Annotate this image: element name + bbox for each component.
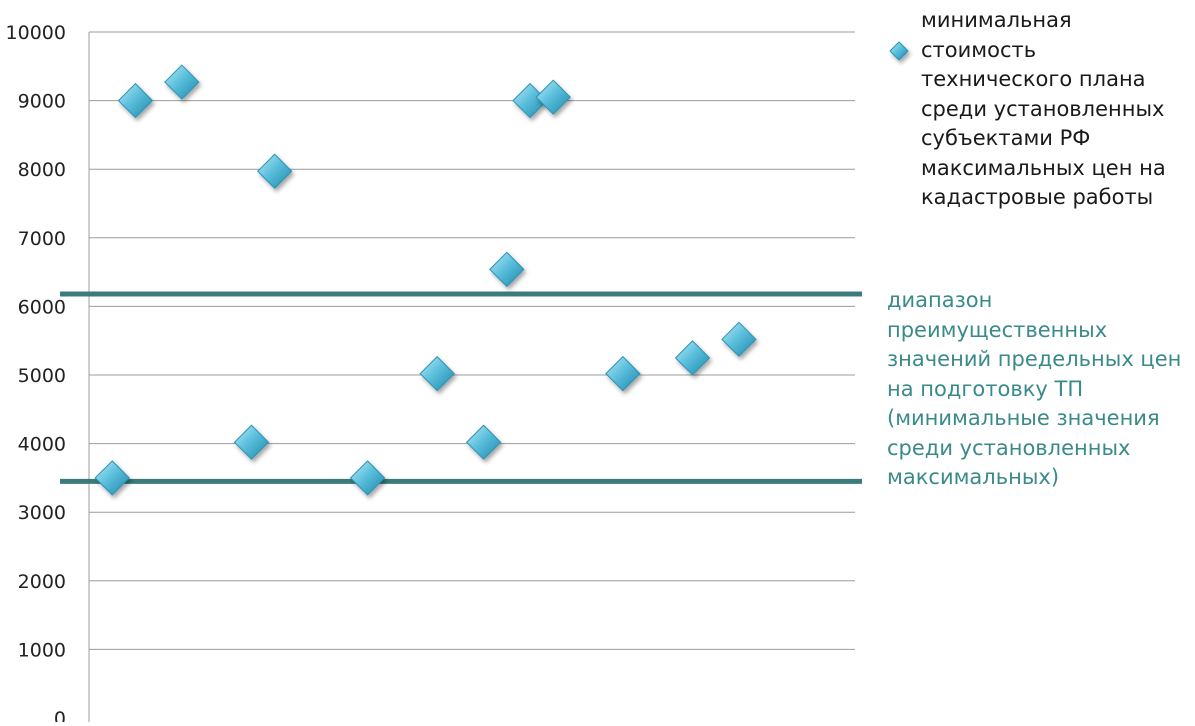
y-tick-label: 0	[54, 708, 66, 722]
gridlines	[89, 31, 855, 650]
data-point	[465, 424, 502, 460]
range-annotation: диапазон преимущественных значений преде…	[887, 288, 1182, 489]
data-point	[233, 424, 270, 460]
y-axis: 0 1000 2000 3000 4000 5000 6000 7000 8000 9000 100…	[6, 22, 90, 726]
data-point	[674, 340, 711, 376]
y-tick-label: 4000	[18, 434, 66, 456]
reference-lines	[60, 291, 862, 484]
data-point	[605, 355, 641, 392]
legend-marker	[889, 41, 909, 61]
data-point	[256, 153, 293, 189]
data-point	[721, 321, 757, 358]
y-tick-label: 9000	[18, 91, 66, 113]
legend	[889, 41, 909, 61]
data-point	[349, 460, 386, 496]
legend-label: минимальная стоимость технического плана…	[921, 8, 1166, 209]
data-point	[489, 251, 525, 288]
y-tick-label: 3000	[18, 502, 66, 524]
y-tick-label: 1000	[18, 639, 66, 661]
y-tick-label: 8000	[18, 159, 66, 181]
data-point	[419, 355, 455, 392]
data-point	[535, 79, 571, 115]
y-tick-label: 5000	[18, 365, 66, 387]
y-tick-label: 2000	[18, 571, 66, 593]
y-tick-label: 6000	[18, 296, 66, 318]
y-tick-label: 7000	[18, 228, 66, 250]
data-points	[94, 64, 757, 496]
data-point	[117, 82, 154, 119]
y-tick-label: 10000	[6, 22, 66, 44]
data-point	[164, 64, 200, 100]
data-point	[94, 460, 130, 496]
